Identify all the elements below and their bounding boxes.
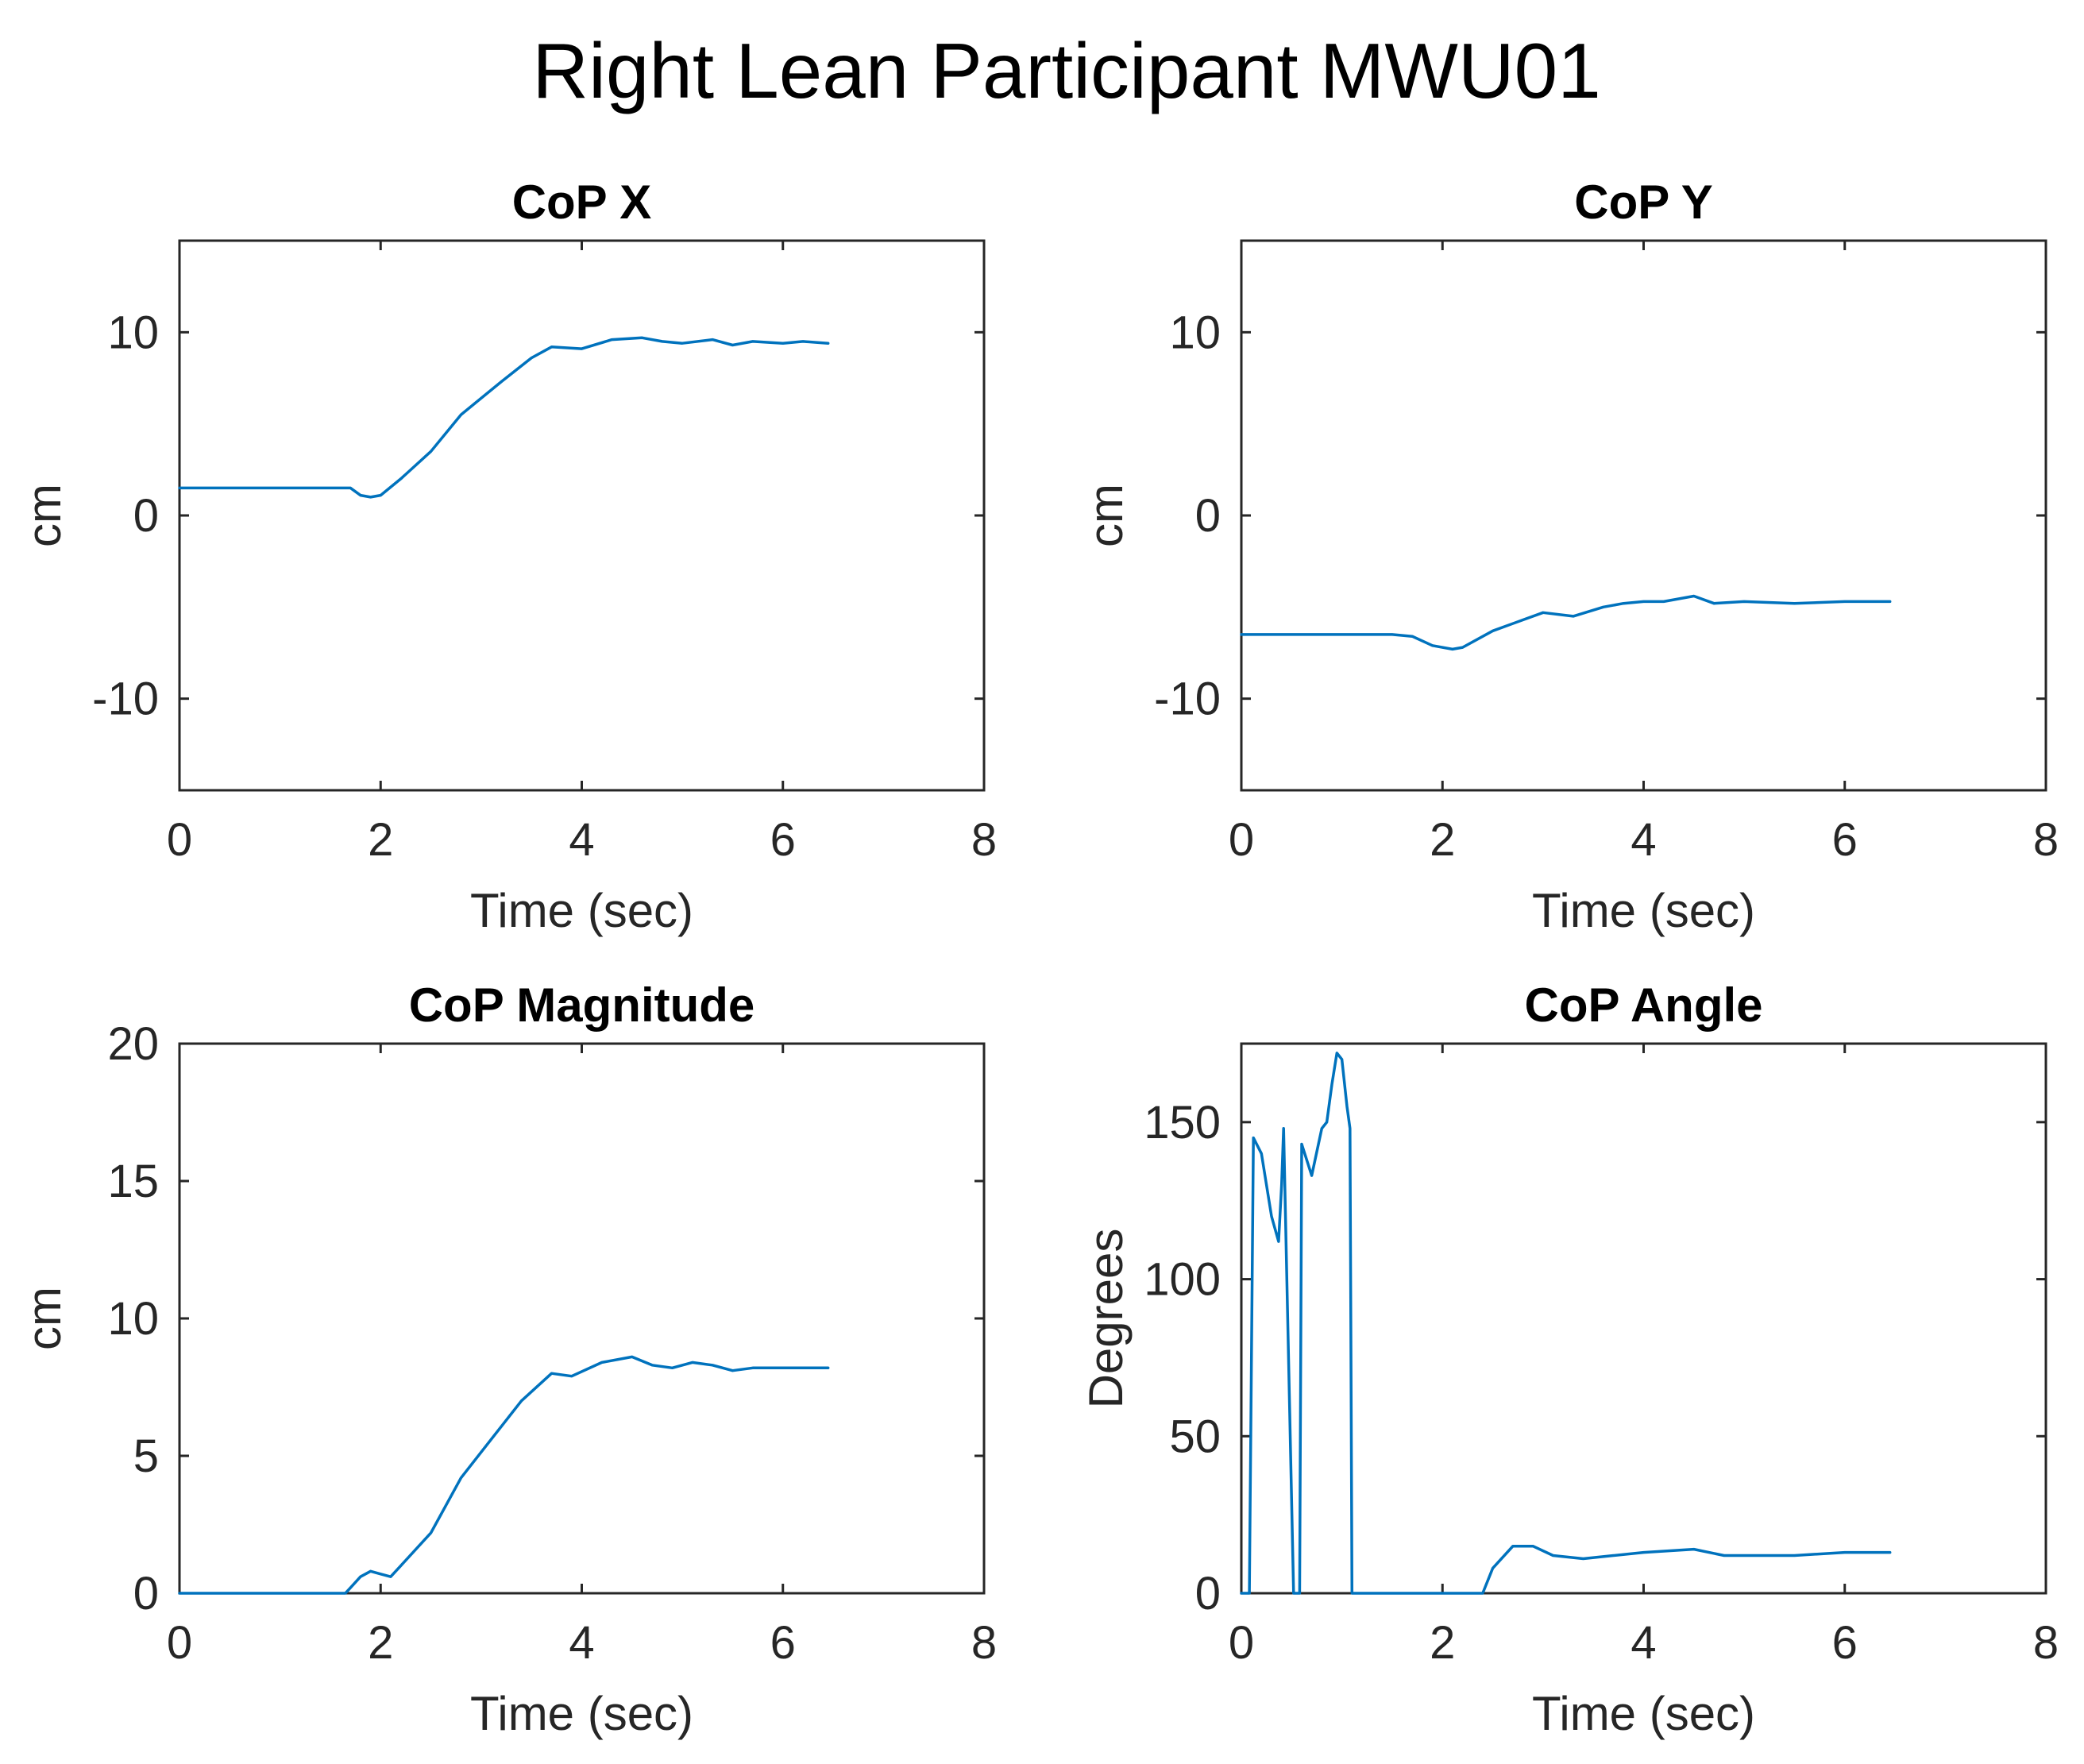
cop-x-ytick-label: 10 — [107, 307, 159, 358]
cop-y-xtick-label: 4 — [1631, 814, 1656, 866]
cop-magnitude-xtick-label: 6 — [770, 1617, 796, 1669]
figure-title: Right Lean Participant MWU01 — [532, 27, 1600, 114]
cop-angle-ytick-label: 100 — [1144, 1254, 1221, 1306]
cop-magnitude-ytick-label: 5 — [133, 1430, 159, 1482]
cop-angle-ylabel: Degrees — [1079, 1229, 1133, 1409]
cop-angle-xtick-label: 2 — [1430, 1617, 1455, 1669]
cop-y-series-line — [1240, 594, 1892, 651]
cop-x-axes-frame — [178, 239, 986, 792]
cop-y-xtick-label: 0 — [1229, 814, 1254, 866]
cop-y-ytick-label: -10 — [1154, 674, 1221, 725]
subplot-grid: 0 2 4 6 8 -10 0 10 CoP X Time (sec) cm 0 2 4 6 8 -10 0 10 C… — [17, 176, 2059, 1740]
cop-angle-xlabel: Time (sec) — [1532, 1687, 1755, 1740]
cop-x-xtick-label: 0 — [167, 814, 192, 866]
cop-angle-title: CoP Angle — [1524, 978, 1762, 1032]
cop-angle-xtick-label: 4 — [1631, 1617, 1656, 1669]
cop-y-title: CoP Y — [1574, 176, 1713, 229]
cop-x-xtick-label: 2 — [368, 814, 393, 866]
cop-y-ytick-label: 10 — [1169, 307, 1221, 358]
cop-y-xtick-label: 2 — [1430, 814, 1455, 866]
cop-magnitude-series-line — [178, 1355, 830, 1595]
cop-magnitude-ytick-label: 0 — [133, 1568, 159, 1619]
cop-angle-xtick-label: 8 — [2033, 1617, 2059, 1669]
cop-angle-xtick-label: 0 — [1229, 1617, 1254, 1669]
cop-x-xtick-label: 8 — [971, 814, 997, 866]
cop-magnitude-ytick-label: 15 — [107, 1156, 159, 1207]
cop-y-panel: 0 2 4 6 8 -10 0 10 CoP Y Time (sec) cm — [1079, 176, 2059, 937]
cop-magnitude-xtick-label: 0 — [167, 1617, 192, 1669]
cop-angle-xtick-label: 6 — [1832, 1617, 1858, 1669]
cop-magnitude-axes-frame — [178, 1042, 986, 1595]
cop-y-xlabel: Time (sec) — [1532, 884, 1755, 937]
cop-angle-ytick-label: 50 — [1169, 1411, 1221, 1462]
cop-x-panel: 0 2 4 6 8 -10 0 10 CoP X Time (sec) cm — [17, 176, 997, 937]
cop-magnitude-ytick-label: 10 — [107, 1293, 159, 1345]
cop-angle-axes-frame — [1240, 1042, 2047, 1595]
cop-magnitude-xlabel: Time (sec) — [470, 1687, 693, 1740]
cop-magnitude-xtick-label: 4 — [569, 1617, 594, 1669]
cop-angle-panel: 0 2 4 6 8 0 50 100 150 CoP Angle Time (sec) Degrees — [1079, 978, 2059, 1740]
cop-x-title: CoP X — [512, 176, 652, 229]
cop-x-xtick-label: 6 — [770, 814, 796, 866]
cop-angle-series-line — [1240, 1052, 1892, 1595]
cop-magnitude-ytick-label: 20 — [107, 1018, 159, 1070]
cop-y-ylabel: cm — [1079, 484, 1133, 547]
cop-x-ytick-label: -10 — [92, 674, 159, 725]
cop-magnitude-xtick-label: 2 — [368, 1617, 393, 1669]
cop-angle-ytick-label: 150 — [1144, 1097, 1221, 1148]
cop-y-ytick-label: 0 — [1195, 490, 1221, 542]
cop-x-series-line — [178, 336, 830, 499]
cop-y-xtick-label: 6 — [1832, 814, 1858, 866]
cop-magnitude-xtick-label: 8 — [971, 1617, 997, 1669]
cop-x-ytick-label: 0 — [133, 490, 159, 542]
cop-y-xtick-label: 8 — [2033, 814, 2059, 866]
cop-x-xlabel: Time (sec) — [470, 884, 693, 937]
cop-magnitude-title: CoP Magnitude — [409, 978, 755, 1032]
cop-x-ylabel: cm — [17, 484, 71, 547]
cop-y-axes-frame — [1240, 239, 2047, 792]
cop-x-xtick-label: 4 — [569, 814, 594, 866]
cop-angle-ytick-label: 0 — [1195, 1568, 1221, 1619]
cop-magnitude-ylabel: cm — [17, 1287, 71, 1350]
cop-magnitude-panel: 0 2 4 6 8 0 5 10 15 20 CoP Magnitude Time (sec) cm — [17, 978, 997, 1740]
